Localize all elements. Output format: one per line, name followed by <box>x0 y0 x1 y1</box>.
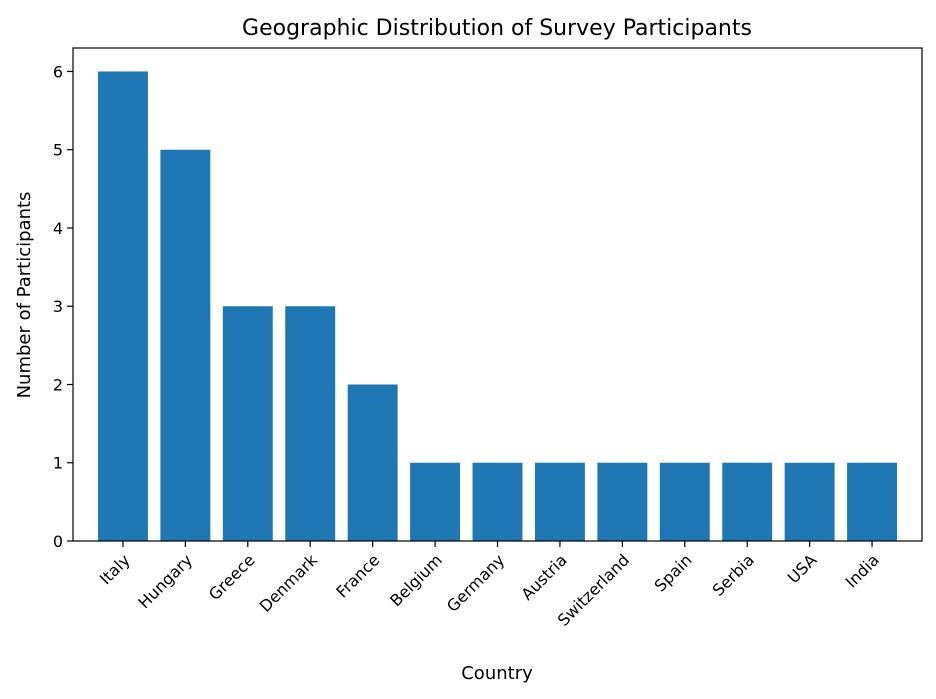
bar-belgium <box>410 462 461 541</box>
bar-italy <box>97 71 148 541</box>
bar-switzerland <box>597 462 648 541</box>
bar-spain <box>659 462 710 541</box>
y-tick-label: 6 <box>53 62 63 81</box>
x-tick-label-greece: Greece <box>205 550 259 604</box>
bar-hungary <box>160 149 211 542</box>
bar-serbia <box>722 462 773 541</box>
x-tick-label-germany: Germany <box>443 550 508 615</box>
x-tick-label-hungary: Hungary <box>134 550 196 612</box>
bar-germany <box>472 462 523 541</box>
y-tick-label: 2 <box>53 375 63 394</box>
x-tick-label-india: India <box>842 550 883 591</box>
x-tick-label-belgium: Belgium <box>386 550 446 610</box>
y-tick-label: 5 <box>53 141 63 160</box>
bar-france <box>347 384 398 541</box>
y-axis-ticks: 0 1 2 3 4 5 6 <box>53 62 73 551</box>
x-tick-label-austria: Austria <box>517 550 570 603</box>
bar-austria <box>534 462 585 541</box>
y-tick-label: 4 <box>53 219 63 238</box>
plot-frame <box>72 47 923 542</box>
bar-denmark <box>285 306 336 541</box>
x-tick-label-serbia: Serbia <box>709 550 758 599</box>
x-tick-label-italy: Italy <box>96 550 134 588</box>
y-tick-label: 0 <box>53 532 63 551</box>
x-tick-label-usa: USA <box>784 550 821 587</box>
x-tick-label-spain: Spain <box>651 550 696 595</box>
chart-title: Geographic Distribution of Survey Partic… <box>242 16 752 41</box>
x-tick-label-denmark: Denmark <box>256 550 322 616</box>
y-tick-label: 1 <box>53 454 63 473</box>
bars-group <box>97 71 898 542</box>
bar-greece <box>222 306 273 541</box>
x-tick-label-france: France <box>332 550 383 601</box>
y-tick-label: 3 <box>53 297 63 316</box>
y-axis-label: Number of Participants <box>14 192 35 399</box>
x-axis-label: Country <box>461 663 533 684</box>
bar-india <box>847 462 898 541</box>
bar-usa <box>784 462 835 541</box>
